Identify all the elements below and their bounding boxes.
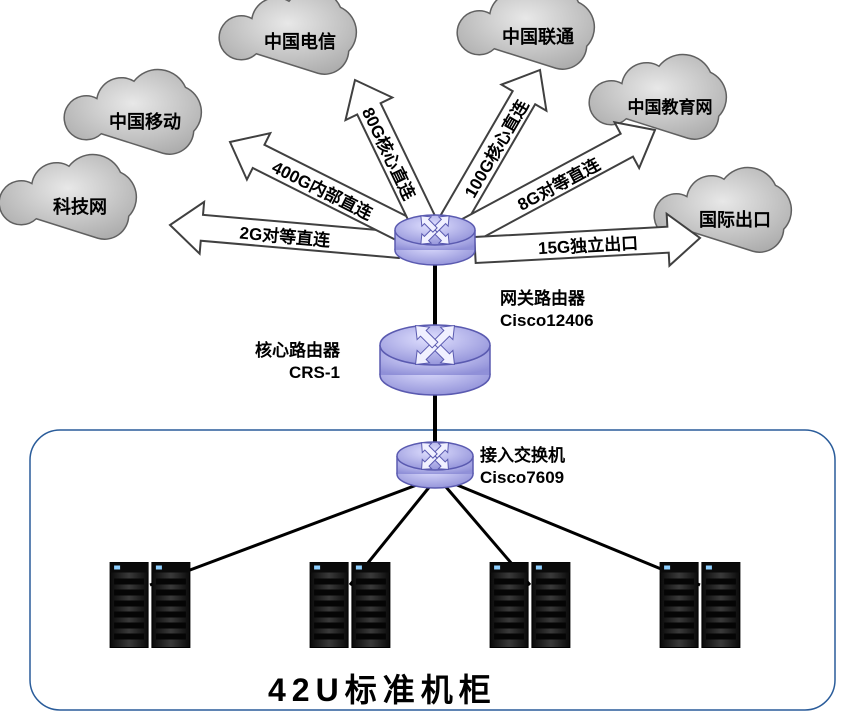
cloud-label-guoji: 国际出口 xyxy=(675,206,795,232)
cloud-label-jiaoyuwang: 中国教育网 xyxy=(610,93,730,118)
rack-title: 42U标准机柜 xyxy=(268,665,497,711)
access-switch-label: 接入交换机 Cisco7609 xyxy=(480,445,565,489)
link-guoji-label: 15G独立出口 xyxy=(537,229,638,259)
cloud-label-dianxin: 中国电信 xyxy=(240,28,360,54)
gateway-router-icon xyxy=(395,211,475,265)
cloud-label-liantong: 中国联通 xyxy=(478,23,598,49)
gateway-router-label: 网关路由器 Cisco12406 xyxy=(500,288,594,332)
cloud-label-kejiwang: 科技网 xyxy=(20,193,140,219)
core-router-icon xyxy=(380,319,490,395)
access-switch-icon xyxy=(397,438,473,488)
server-rack-3 xyxy=(490,563,570,648)
server-rack-1 xyxy=(110,563,190,648)
core-router-label: 核心路由器 CRS-1 xyxy=(255,340,340,384)
server-rack-4 xyxy=(660,563,740,648)
server-rack-2 xyxy=(310,563,390,648)
cloud-label-yidong: 中国移动 xyxy=(85,108,205,134)
